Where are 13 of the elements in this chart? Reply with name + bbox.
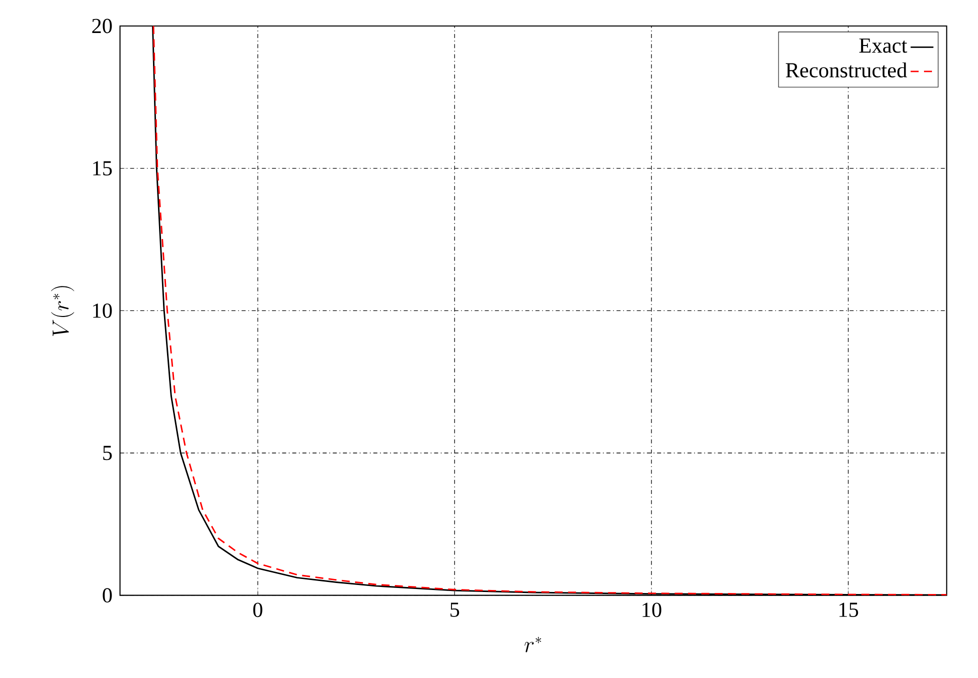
x-tick-label: 15 — [839, 602, 858, 617]
y-tick-label: 20 — [92, 18, 112, 34]
y-tick-label: 10 — [93, 303, 112, 318]
y-axis-title: $V(r^*)$ — [51, 286, 74, 336]
y-tick-label: 5 — [103, 446, 112, 460]
legend-label: Exact — [859, 38, 908, 53]
x-tick-label: 10 — [642, 602, 662, 618]
legend-label: Reconstructed — [786, 62, 908, 78]
x-tick-label: 5 — [450, 602, 460, 617]
y-tick-label: 0 — [102, 588, 112, 603]
y-tick-label: 15 — [93, 161, 112, 176]
x-axis-title: $r^*$ — [524, 636, 542, 652]
x-tick-label: 0 — [253, 602, 262, 618]
